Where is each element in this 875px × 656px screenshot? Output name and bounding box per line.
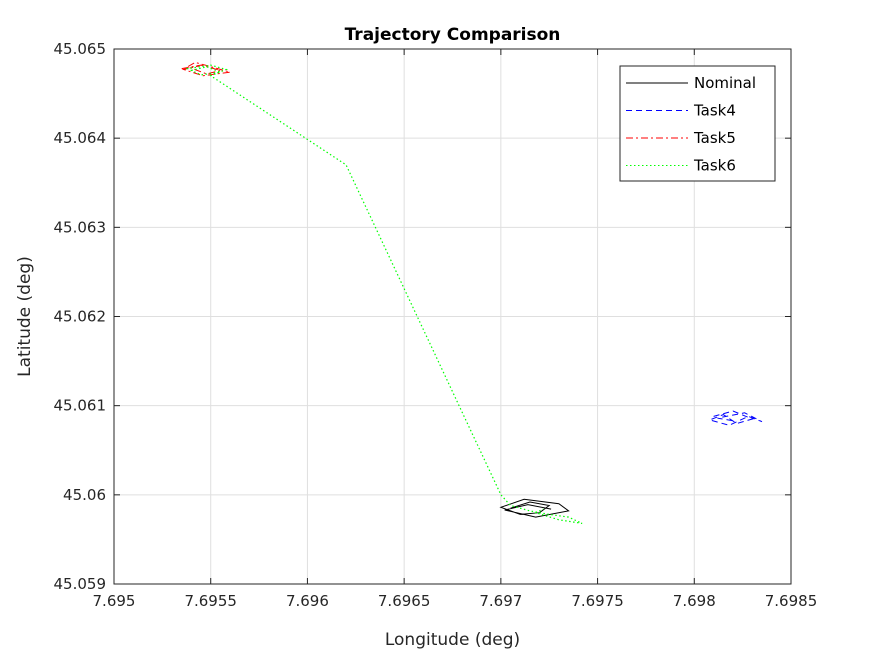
x-tick-label: 7.6965 bbox=[378, 592, 431, 610]
y-tick-label: 45.059 bbox=[54, 575, 107, 593]
x-tick-label: 7.698 bbox=[673, 592, 716, 610]
x-tick-label: 7.6955 bbox=[184, 592, 237, 610]
x-tick-label: 7.697 bbox=[479, 592, 522, 610]
x-tick-label: 7.6975 bbox=[571, 592, 624, 610]
ticks: 7.695 7.6955 7.696 7.6965 7.697 7.6975 7.698 7.… bbox=[54, 40, 818, 610]
series-line-nominal bbox=[499, 498, 570, 518]
y-tick-label: 45.065 bbox=[54, 40, 107, 58]
legend-label-task5: Task5 bbox=[693, 129, 736, 147]
y-tick-label: 45.064 bbox=[54, 129, 107, 147]
legend-box bbox=[619, 65, 776, 182]
x-tick-label: 7.695 bbox=[93, 592, 136, 610]
legend-label-task6: Task6 bbox=[693, 157, 736, 175]
y-tick-label: 45.062 bbox=[54, 308, 107, 326]
y-tick-label: 45.063 bbox=[54, 218, 107, 236]
legend-label-nominal: Nominal bbox=[694, 74, 756, 92]
x-axis-label: Longitude (deg) bbox=[385, 630, 520, 650]
x-tick-label: 7.6985 bbox=[765, 592, 818, 610]
y-tick-label: 45.06 bbox=[63, 486, 106, 504]
y-axis-label: Latitude (deg) bbox=[15, 256, 35, 377]
x-tick-label: 7.696 bbox=[286, 592, 329, 610]
chart-title: Trajectory Comparison bbox=[345, 25, 561, 45]
legend: Nominal Task4 Task5 Task6 bbox=[619, 65, 776, 182]
legend-label-task4: Task4 bbox=[693, 102, 736, 120]
series-line-task5 bbox=[181, 61, 231, 77]
y-tick-label: 45.061 bbox=[54, 397, 107, 415]
series-layer bbox=[181, 61, 763, 524]
series-line-task6 bbox=[185, 64, 583, 524]
